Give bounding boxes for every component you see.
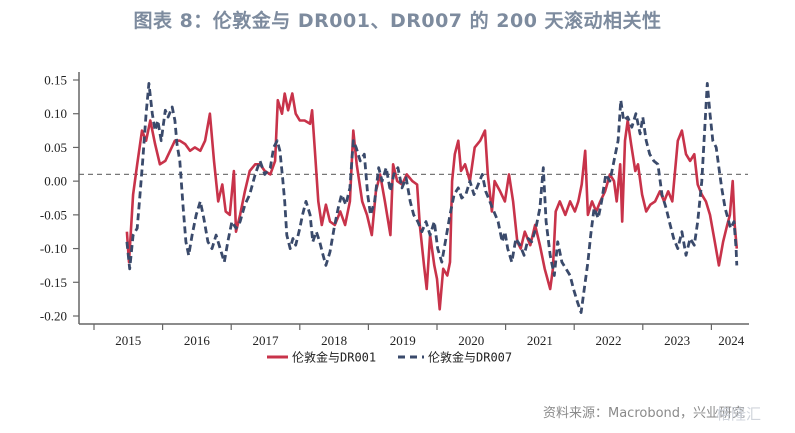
- legend: 伦敦金与DR001 伦敦金与DR007: [267, 350, 512, 365]
- y-tick-label: 0.05: [44, 140, 67, 155]
- x-tick-label: 2020: [458, 333, 484, 348]
- x-tick-label: 2015: [115, 333, 141, 348]
- x-tick-label: 2017: [253, 333, 280, 348]
- y-tick-label: -0.10: [40, 241, 67, 256]
- y-tick-label: 0.10: [44, 106, 67, 121]
- y-tick-label: -0.05: [40, 207, 67, 222]
- legend-label-dr007: 伦敦金与DR007: [428, 350, 512, 365]
- y-tick-label: 0.00: [44, 174, 67, 189]
- watermark: 格隆汇: [716, 405, 762, 423]
- plot-area: [79, 82, 748, 314]
- x-tick-label: 2016: [184, 333, 211, 348]
- chart-title: 图表 8：伦敦金与 DR001、DR007 的 200 天滚动相关性: [133, 10, 662, 32]
- source-note: 资料来源：Macrobond，兴业研究: [543, 406, 746, 421]
- legend-label-dr001: 伦敦金与DR001: [292, 350, 376, 365]
- x-tick-label: 2022: [596, 333, 622, 348]
- x-tick-label: 2019: [390, 333, 416, 348]
- axes: 0.15 0.10 0.05 0.00 -0.05 -0.10 -0.15 -0.20 2015…: [40, 72, 749, 348]
- series-line-dr001: [125, 92, 739, 311]
- series-line-dr007: [125, 82, 739, 314]
- y-tick-label: -0.20: [40, 309, 67, 324]
- x-tick-label: 2024: [718, 333, 745, 348]
- y-tick-label: 0.15: [44, 73, 67, 88]
- x-tick-label: 2023: [664, 333, 690, 348]
- y-tick-label: -0.15: [40, 275, 67, 290]
- x-tick-label: 2018: [321, 333, 347, 348]
- x-tick-label: 2021: [527, 333, 553, 348]
